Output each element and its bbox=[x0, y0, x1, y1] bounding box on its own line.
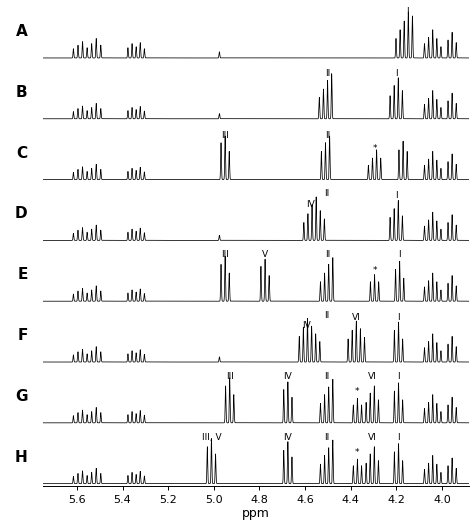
Text: I: I bbox=[397, 313, 400, 322]
Text: IV: IV bbox=[302, 321, 310, 330]
Text: II: II bbox=[324, 311, 329, 320]
Text: II: II bbox=[325, 131, 330, 139]
Text: II: II bbox=[324, 433, 329, 441]
Text: IV: IV bbox=[283, 433, 292, 441]
Text: I: I bbox=[395, 191, 398, 200]
Text: II: II bbox=[325, 250, 330, 259]
Text: B: B bbox=[16, 85, 27, 100]
Text: I: I bbox=[398, 250, 401, 259]
Text: II: II bbox=[324, 189, 329, 198]
Text: VI: VI bbox=[368, 372, 377, 381]
Text: *: * bbox=[373, 266, 377, 275]
Text: IV: IV bbox=[283, 372, 292, 381]
Text: IV: IV bbox=[306, 200, 315, 209]
Text: C: C bbox=[17, 146, 27, 161]
Text: H: H bbox=[15, 450, 27, 465]
Text: D: D bbox=[15, 206, 27, 222]
Text: VI: VI bbox=[368, 433, 377, 441]
Text: II: II bbox=[325, 69, 330, 78]
Text: III, V: III, V bbox=[201, 433, 221, 441]
Text: I: I bbox=[406, 7, 409, 16]
Text: A: A bbox=[16, 24, 27, 39]
Text: III: III bbox=[226, 372, 234, 381]
Text: I: I bbox=[397, 372, 400, 381]
Text: I: I bbox=[397, 433, 400, 441]
Text: II: II bbox=[324, 372, 329, 381]
Text: *: * bbox=[355, 448, 360, 457]
Text: VI: VI bbox=[352, 313, 361, 322]
Text: E: E bbox=[18, 267, 27, 282]
Text: V: V bbox=[262, 250, 268, 259]
Text: III: III bbox=[221, 250, 229, 259]
Text: *: * bbox=[355, 387, 360, 396]
Text: F: F bbox=[18, 328, 27, 343]
Text: G: G bbox=[15, 389, 27, 404]
Text: *: * bbox=[373, 144, 377, 153]
X-axis label: ppm: ppm bbox=[242, 506, 270, 519]
Text: III: III bbox=[221, 131, 229, 139]
Text: I: I bbox=[395, 69, 398, 78]
